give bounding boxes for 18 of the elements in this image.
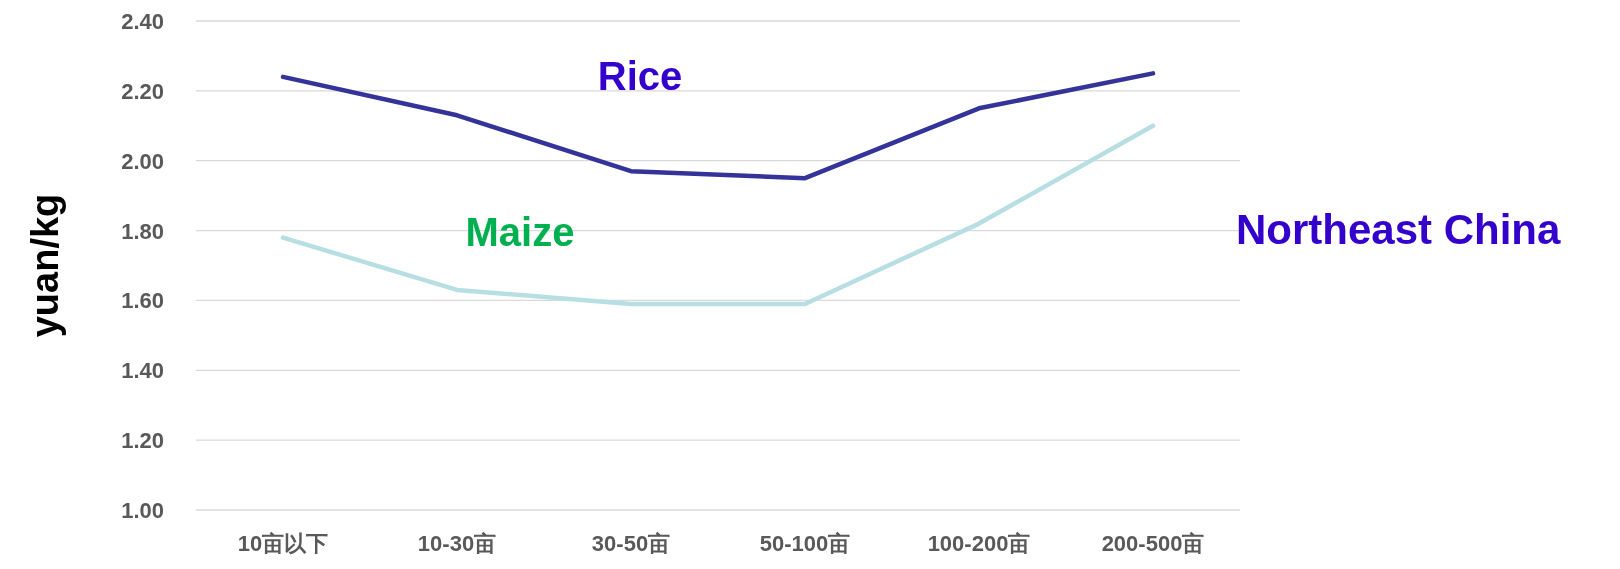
series-label: Rice	[597, 54, 683, 98]
y-axis-title: yuan/kg	[24, 193, 66, 338]
annotation: Northeast China	[1236, 206, 1562, 253]
x-tick-label: 200-500亩	[1101, 531, 1205, 556]
x-tick-label: 50-100亩	[759, 531, 851, 556]
x-tick-label: 10亩以下	[237, 531, 329, 556]
x-tick-label: 100-200亩	[927, 531, 1031, 556]
y-tick-label: 2.20	[121, 78, 164, 104]
y-tick-label: 1.60	[121, 288, 164, 314]
y-tick-label: 1.20	[121, 428, 164, 454]
x-tick-label: 10-30亩	[417, 531, 497, 556]
series-label: Maize	[465, 210, 575, 254]
y-tick-label: 2.40	[121, 9, 164, 34]
y-tick-label: 1.80	[121, 218, 164, 244]
x-tick-label: 30-50亩	[591, 531, 671, 556]
y-tick-label: 1.00	[121, 498, 164, 523]
y-tick-label: 2.00	[121, 148, 164, 174]
y-tick-label: 1.40	[121, 358, 164, 384]
